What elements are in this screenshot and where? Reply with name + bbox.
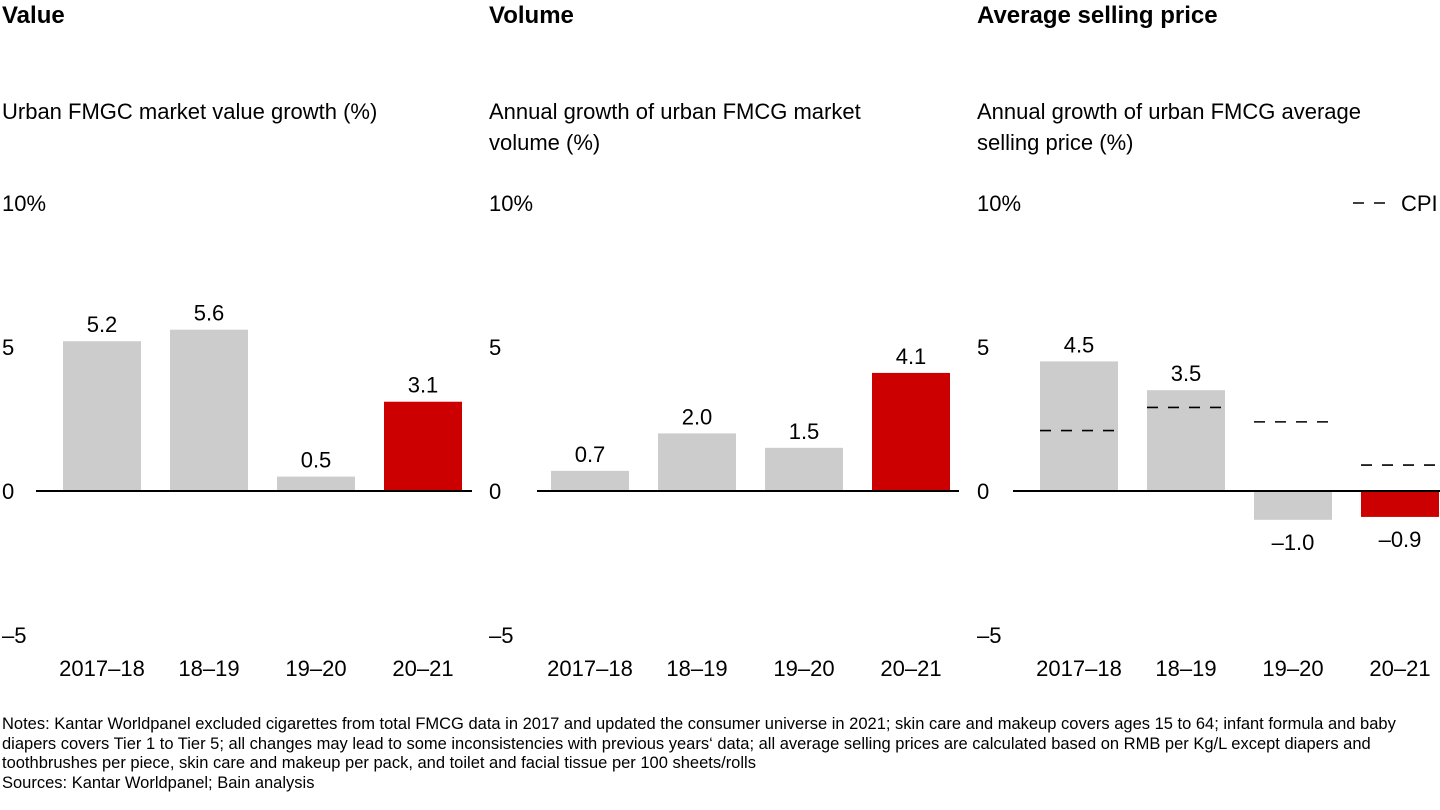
chart-title: Annual growth of urban FMCG average sell…: [977, 99, 1361, 155]
x-tick-label: 19–20: [773, 656, 834, 681]
y-tick-label: –5: [977, 623, 1001, 648]
x-tick-label: 20–21: [880, 656, 941, 681]
bar-value-label: 5.2: [87, 312, 118, 337]
panel-heading: Volume: [489, 2, 574, 29]
volume-panel: Volume Annual growth of urban FMCG marke…: [489, 0, 959, 700]
bar: [1361, 491, 1439, 517]
x-tick-label: 19–20: [1262, 656, 1323, 681]
bar-value-label: –0.9: [1379, 527, 1422, 552]
bar-value-label: 0.5: [301, 448, 332, 473]
panel-heading: Value: [2, 2, 65, 29]
bar-value-label: –1.0: [1272, 530, 1315, 555]
x-tick-label: 2017–18: [59, 656, 145, 681]
bar: [170, 329, 248, 491]
volume-chart: 10% 5 0 –5 0.7 2017–18 2.0 18–19 1.5 19–20 4.1 20–2…: [489, 191, 959, 681]
x-tick-label: 2017–18: [547, 656, 633, 681]
bar: [384, 401, 462, 491]
x-tick-label: 20–21: [1369, 656, 1430, 681]
bar-value-label: 3.5: [1171, 361, 1202, 386]
footer-notes: Notes: Kantar Worldpanel excluded cigare…: [2, 715, 1396, 772]
bar-value-label: 4.5: [1064, 332, 1095, 357]
bar-value-label: 5.6: [194, 301, 225, 326]
y-tick-label: 5: [2, 335, 14, 360]
bar: [63, 341, 141, 491]
asp-chart: 10% 5 0 –5 4.5 2017–18 3.5 18–19 –1.0 19–20 –0.9 20…: [977, 191, 1440, 681]
bar-value-label: 3.1: [408, 373, 439, 398]
y-tick-label: 0: [489, 479, 501, 504]
footer: Notes: Kantar Worldpanel excluded cigare…: [2, 715, 1438, 793]
bar: [1147, 390, 1225, 491]
y-tick-label: 10%: [489, 191, 533, 216]
chart-title: Urban FMGC market value growth (%): [2, 99, 378, 124]
cpi-legend-label: CPI: [1401, 191, 1438, 216]
y-tick-label: –5: [2, 623, 26, 648]
x-tick-label: 18–19: [1155, 656, 1216, 681]
bar-value-label: 1.5: [789, 419, 820, 444]
bar: [551, 470, 629, 491]
x-tick-label: 18–19: [666, 656, 727, 681]
y-tick-label: 0: [2, 479, 14, 504]
x-tick-label: 2017–18: [1036, 656, 1122, 681]
y-tick-label: –5: [489, 623, 513, 648]
bar: [658, 433, 736, 491]
bar: [872, 372, 950, 491]
y-tick-label: 10%: [2, 191, 46, 216]
y-tick-label: 10%: [977, 191, 1021, 216]
bar-value-label: 2.0: [682, 404, 713, 429]
bar: [1254, 491, 1332, 520]
bar: [765, 447, 843, 491]
value-panel: Value Urban FMGC market value growth (%)…: [2, 0, 472, 700]
bar: [277, 476, 355, 491]
chart-title: Annual growth of urban FMCG market volum…: [489, 99, 861, 155]
value-chart: 10% 5 0 –5 5.2 2017–18 5.6 18–19 0.5 19–20 3.1 20–2…: [2, 191, 472, 681]
x-tick-label: 18–19: [178, 656, 239, 681]
bar-value-label: 0.7: [575, 442, 606, 467]
panel-heading: Average selling price: [977, 2, 1218, 29]
y-tick-label: 5: [977, 335, 989, 360]
y-tick-label: 5: [489, 335, 501, 360]
bar-value-label: 4.1: [896, 344, 927, 369]
bar: [1040, 361, 1118, 491]
footer-sources: Sources: Kantar Worldpanel; Bain analysi…: [2, 773, 315, 792]
asp-panel: Average selling price Annual growth of u…: [977, 0, 1440, 700]
y-tick-label: 0: [977, 479, 989, 504]
x-tick-label: 20–21: [392, 656, 453, 681]
x-tick-label: 19–20: [285, 656, 346, 681]
